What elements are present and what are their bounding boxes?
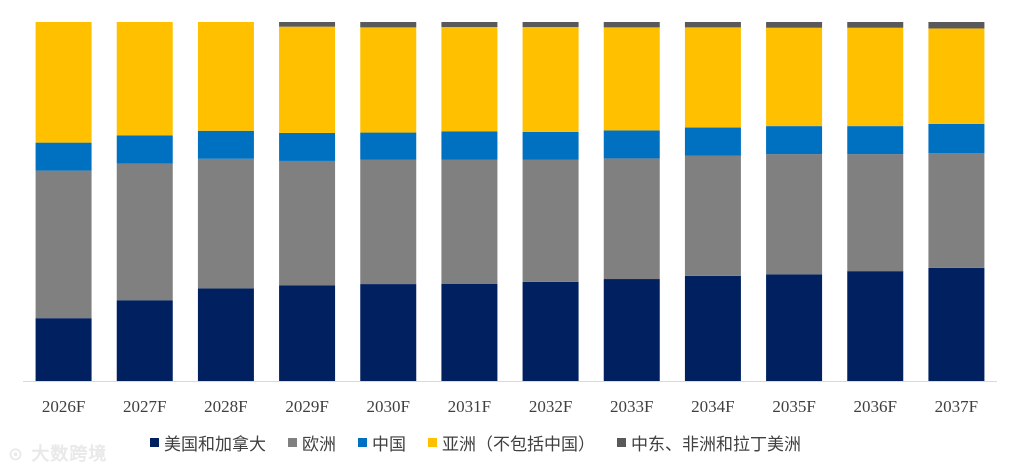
bar-segment-asia-ex-china-2034F bbox=[684, 27, 741, 128]
x-tick-labels: 2026F 2027F 2028F 2029F 2030F 2031F 2032F 2033F… bbox=[42, 397, 978, 416]
bar-segment-mea-latam-2037F bbox=[928, 22, 985, 29]
bar-segment-europe-2035F bbox=[766, 154, 823, 275]
legend: 美国和加拿大 欧洲 中国 亚洲（不包括中国） 中东、非洲和拉丁美洲 bbox=[150, 430, 801, 455]
x-tick-label: 2036F bbox=[854, 397, 897, 416]
bar-segment-europe-2033F bbox=[603, 158, 660, 280]
bar-segment-china-2028F bbox=[197, 130, 254, 159]
bar-segment-us-canada-2034F bbox=[684, 275, 741, 381]
bar-segment-china-2035F bbox=[766, 126, 823, 155]
legend-label: 中东、非洲和拉丁美洲 bbox=[631, 435, 801, 455]
bar-segment-asia-ex-china-2028F bbox=[197, 22, 254, 131]
bar-segment-us-canada-2033F bbox=[603, 279, 660, 381]
bar-segment-asia-ex-china-2032F bbox=[522, 27, 579, 132]
bar-segment-europe-2027F bbox=[116, 163, 173, 301]
bar-segment-china-2026F bbox=[35, 142, 92, 171]
legend-swatch bbox=[150, 438, 159, 447]
bar-segment-europe-2036F bbox=[847, 154, 904, 272]
bar-segment-europe-2037F bbox=[928, 153, 985, 268]
x-tick-label: 2029F bbox=[285, 397, 328, 416]
bar-segment-mea-latam-2036F bbox=[847, 22, 904, 28]
watermark-logo: ⊙ 大数跨境 bbox=[8, 444, 108, 465]
bar-segment-china-2030F bbox=[360, 132, 417, 160]
bar-segment-europe-2026F bbox=[35, 170, 92, 319]
x-tick-label: 2028F bbox=[204, 397, 247, 416]
x-tick-label: 2033F bbox=[610, 397, 653, 416]
legend-label: 亚洲（不包括中国） bbox=[442, 435, 595, 455]
legend-item-europe: 欧洲 bbox=[288, 430, 336, 455]
bar-segment-asia-ex-china-2031F bbox=[441, 27, 498, 132]
bar-segment-mea-latam-2030F bbox=[360, 22, 417, 28]
legend-item-china: 中国 bbox=[358, 430, 406, 455]
bar-segment-asia-ex-china-2036F bbox=[847, 27, 904, 127]
bar-segment-mea-latam-2033F bbox=[603, 22, 660, 28]
bar-segment-europe-2034F bbox=[684, 155, 741, 276]
bar-segment-china-2032F bbox=[522, 131, 579, 160]
bar-segment-us-canada-2035F bbox=[766, 274, 823, 381]
bar-segment-europe-2028F bbox=[197, 158, 254, 289]
bar-segment-asia-ex-china-2035F bbox=[766, 27, 823, 127]
bar-segment-europe-2029F bbox=[279, 160, 336, 286]
x-tick-label: 2034F bbox=[691, 397, 734, 416]
bars-group bbox=[35, 22, 985, 381]
legend-label: 中国 bbox=[372, 435, 406, 455]
bar-segment-asia-ex-china-2026F bbox=[35, 22, 92, 143]
bar-segment-europe-2031F bbox=[441, 159, 498, 284]
bar-segment-us-canada-2030F bbox=[360, 284, 417, 381]
bar-segment-us-canada-2032F bbox=[522, 281, 579, 381]
bar-segment-mea-latam-2035F bbox=[766, 22, 823, 28]
legend-item-us-canada: 美国和加拿大 bbox=[150, 430, 266, 455]
bar-segment-us-canada-2036F bbox=[847, 271, 904, 381]
bar-segment-us-canada-2029F bbox=[279, 285, 336, 381]
legend-swatch bbox=[617, 438, 626, 447]
legend-item-mea-latam: 中东、非洲和拉丁美洲 bbox=[617, 430, 801, 455]
x-tick-label: 2035F bbox=[772, 397, 815, 416]
x-tick-label: 2032F bbox=[529, 397, 572, 416]
legend-swatch bbox=[288, 438, 297, 447]
bar-segment-europe-2032F bbox=[522, 159, 579, 282]
x-tick-label: 2030F bbox=[367, 397, 410, 416]
bar-segment-china-2036F bbox=[847, 126, 904, 155]
bar-segment-us-canada-2028F bbox=[197, 288, 254, 381]
bar-segment-china-2031F bbox=[441, 131, 498, 160]
x-tick-label: 2031F bbox=[448, 397, 491, 416]
bar-segment-china-2037F bbox=[928, 123, 985, 154]
bar-segment-china-2034F bbox=[684, 127, 741, 156]
x-tick-label: 2026F bbox=[42, 397, 85, 416]
bar-segment-us-canada-2027F bbox=[116, 300, 173, 381]
legend-label: 美国和加拿大 bbox=[164, 435, 266, 455]
legend-swatch bbox=[428, 438, 437, 447]
bar-segment-us-canada-2026F bbox=[35, 318, 92, 381]
bar-segment-mea-latam-2032F bbox=[522, 22, 579, 28]
bar-segment-asia-ex-china-2030F bbox=[360, 27, 417, 133]
bar-segment-asia-ex-china-2033F bbox=[603, 27, 660, 131]
x-tick-label: 2037F bbox=[935, 397, 978, 416]
bar-segment-china-2029F bbox=[279, 132, 336, 161]
bar-segment-asia-ex-china-2027F bbox=[116, 22, 173, 136]
bar-segment-asia-ex-china-2029F bbox=[279, 26, 336, 133]
bar-segment-china-2033F bbox=[603, 130, 660, 159]
legend-swatch bbox=[358, 438, 367, 447]
bar-segment-mea-latam-2031F bbox=[441, 22, 498, 28]
bar-segment-us-canada-2031F bbox=[441, 283, 498, 381]
watermark-text: 大数跨境 bbox=[31, 444, 108, 465]
bar-segment-europe-2030F bbox=[360, 159, 417, 285]
bar-segment-mea-latam-2034F bbox=[684, 22, 741, 28]
bar-segment-asia-ex-china-2037F bbox=[928, 28, 985, 124]
legend-item-asia-ex-china: 亚洲（不包括中国） bbox=[428, 430, 595, 455]
bar-segment-china-2027F bbox=[116, 135, 173, 164]
legend-label: 欧洲 bbox=[302, 435, 336, 455]
bar-segment-us-canada-2037F bbox=[928, 267, 985, 381]
x-tick-label: 2027F bbox=[123, 397, 166, 416]
bar-segment-mea-latam-2029F bbox=[279, 22, 336, 27]
